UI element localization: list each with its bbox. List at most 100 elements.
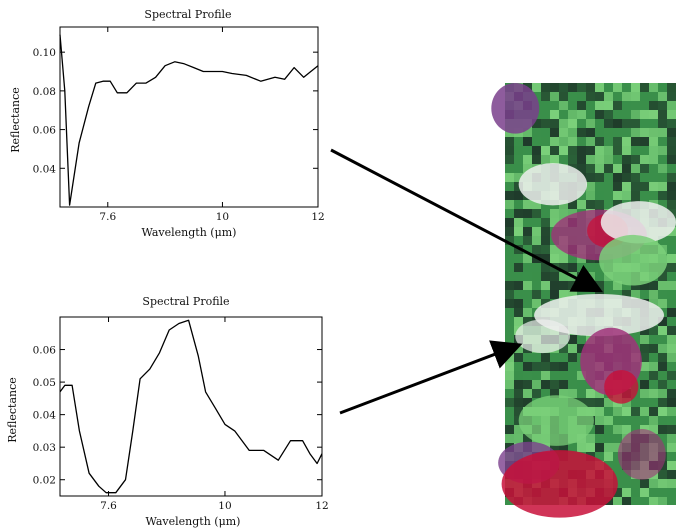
image-pixel-cell — [658, 470, 667, 479]
image-pixel-cell — [658, 389, 667, 398]
image-pixel-cell — [649, 182, 658, 191]
image-pixel-cell — [505, 209, 514, 218]
image-pixel-cell — [505, 227, 514, 236]
image-pixel-cell — [577, 101, 586, 110]
image-pixel-cell — [514, 281, 523, 290]
image-pixel-cell — [649, 110, 658, 119]
image-pixel-cell — [586, 83, 595, 92]
image-pixel-cell — [658, 173, 667, 182]
x-axis-title: Wavelength (μm) — [146, 515, 241, 528]
image-pixel-cell — [658, 488, 667, 497]
image-pixel-cell — [532, 236, 541, 245]
image-pixel-cell — [631, 290, 640, 299]
image-pixel-cell — [559, 92, 568, 101]
y-tick-label: 0.06 — [33, 345, 57, 357]
image-pixel-cell — [613, 173, 622, 182]
image-pixel-cell — [658, 434, 667, 443]
chart-title: Spectral Profile — [142, 295, 229, 308]
image-pixel-cell — [514, 263, 523, 272]
image-pixel-cell — [604, 119, 613, 128]
image-pixel-cell — [667, 371, 676, 380]
image-pixel-cell — [595, 416, 604, 425]
image-pixel-cell — [667, 263, 676, 272]
image-pixel-cell — [514, 236, 523, 245]
image-pixel-cell — [505, 389, 514, 398]
image-pixel-cell — [613, 470, 622, 479]
image-pixel-cell — [649, 137, 658, 146]
image-pixel-cell — [658, 362, 667, 371]
arrow-to-image-upper — [330, 148, 603, 293]
image-pixel-cell — [532, 290, 541, 299]
image-pixel-cell — [541, 245, 550, 254]
bright-patch — [515, 319, 570, 354]
image-pixel-cell — [658, 380, 667, 389]
tick-group: 7.6 10 12 0.02 0.03 0.04 0.05 0.06 — [33, 317, 329, 512]
image-pixel-cell — [595, 119, 604, 128]
image-pixel-cell — [640, 416, 649, 425]
image-pixel-cell — [604, 425, 613, 434]
image-pixel-cell — [595, 182, 604, 191]
image-pixel-cell — [649, 290, 658, 299]
y-tick-label: 0.10 — [33, 47, 56, 59]
spectral-series-line — [59, 319, 323, 494]
image-pixel-cell — [514, 362, 523, 371]
image-pixel-cell — [550, 362, 559, 371]
image-pixel-cell — [568, 119, 577, 128]
image-pixel-cell — [667, 398, 676, 407]
image-pixel-cell — [514, 416, 523, 425]
image-pixel-cell — [667, 200, 676, 209]
image-pixel-cell — [523, 434, 532, 443]
image-pixel-cell — [532, 362, 541, 371]
image-pixel-cell — [505, 137, 514, 146]
image-pixel-cell — [631, 173, 640, 182]
image-pixel-cell — [622, 128, 631, 137]
image-pixel-cell — [577, 146, 586, 155]
image-pixel-cell — [577, 290, 586, 299]
image-pixel-cell — [649, 299, 658, 308]
image-pixel-cell — [532, 380, 541, 389]
image-pixel-cell — [604, 155, 613, 164]
image-pixel-cell — [577, 389, 586, 398]
image-pixel-cell — [505, 164, 514, 173]
image-pixel-cell — [586, 182, 595, 191]
image-pixel-cell — [586, 200, 595, 209]
image-pixel-cell — [640, 146, 649, 155]
image-pixel-cell — [640, 488, 649, 497]
image-pixel-cell — [559, 290, 568, 299]
image-pixel-cell — [595, 83, 604, 92]
image-pixel-cell — [667, 425, 676, 434]
spectral-series-line — [59, 34, 319, 206]
image-pixel-cell — [550, 209, 559, 218]
image-pixel-cell — [658, 182, 667, 191]
image-pixel-cell — [514, 407, 523, 416]
plot-area — [59, 26, 319, 208]
image-pixel-cell — [514, 182, 523, 191]
image-pixel-cell — [541, 92, 550, 101]
image-pixel-cell — [550, 272, 559, 281]
image-pixel-cell — [649, 389, 658, 398]
image-pixel-cell — [649, 371, 658, 380]
image-pixel-cell — [514, 290, 523, 299]
image-pixel-cell — [505, 218, 514, 227]
image-pixel-cell — [622, 110, 631, 119]
image-pixel-cell — [505, 317, 514, 326]
image-pixel-cell — [667, 335, 676, 344]
image-pixel-cell — [667, 317, 676, 326]
image-pixel-cell — [568, 371, 577, 380]
image-pixel-cell — [586, 110, 595, 119]
image-pixel-cell — [523, 245, 532, 254]
image-pixel-cell — [505, 425, 514, 434]
image-pixel-cell — [604, 182, 613, 191]
image-pixel-cell — [622, 164, 631, 173]
image-pixel-cell — [523, 389, 532, 398]
image-pixel-cell — [523, 218, 532, 227]
image-pixel-cell — [604, 191, 613, 200]
image-pixel-cell — [577, 155, 586, 164]
image-pixel-cell — [658, 497, 667, 505]
image-pixel-cell — [514, 218, 523, 227]
image-pixel-cell — [640, 389, 649, 398]
image-pixel-cell — [640, 155, 649, 164]
image-pixel-cell — [667, 326, 676, 335]
image-pixel-cell — [595, 425, 604, 434]
image-pixel-cell — [550, 443, 559, 452]
